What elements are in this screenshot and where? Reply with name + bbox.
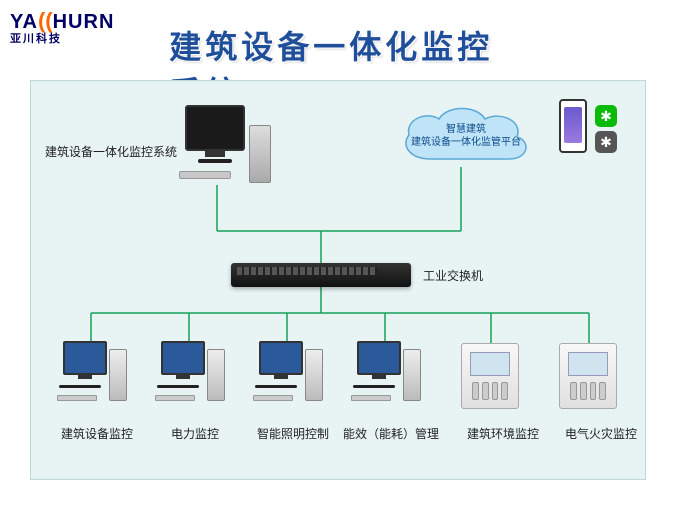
architecture-diagram: 建筑设备一体化监控系统 智慧建筑 建筑设备一体化监管平台 ✱ ✱ 工业交换机 建… <box>30 80 646 480</box>
wall-panel-device <box>461 343 519 409</box>
monitor-icon <box>63 341 107 375</box>
wechat-icon: ✱ <box>595 105 617 127</box>
cloud-node: 智慧建筑 建筑设备一体化监管平台 <box>391 101 541 171</box>
panel-buttons <box>472 382 508 400</box>
server-label: 建筑设备一体化监控系统 <box>45 143 165 160</box>
monitor-icon <box>185 105 245 151</box>
pc-tower-icon <box>207 349 225 401</box>
panel-screen <box>470 352 510 376</box>
keyboard-icon <box>253 395 293 401</box>
wall-panel-device <box>559 343 617 409</box>
panel-screen <box>568 352 608 376</box>
pc-tower-icon <box>403 349 421 401</box>
terminal-label: 电力监控 <box>147 425 243 442</box>
cloud-label: 智慧建筑 建筑设备一体化监管平台 <box>391 123 541 149</box>
terminal-pc <box>349 341 421 413</box>
terminal-pc <box>251 341 323 413</box>
cloud-line1: 智慧建筑 <box>391 123 541 136</box>
pc-tower-icon <box>249 125 271 183</box>
terminal-label: 能效（能耗）管理 <box>343 425 439 442</box>
switch-label: 工业交换机 <box>423 267 483 284</box>
terminal-label: 智能照明控制 <box>245 425 341 442</box>
terminal-pc <box>55 341 127 413</box>
monitor-icon <box>357 341 401 375</box>
terminal-label: 建筑设备监控 <box>49 425 145 442</box>
server-node <box>171 105 261 185</box>
keyboard-icon <box>57 395 97 401</box>
pc-tower-icon <box>305 349 323 401</box>
panel-buttons <box>570 382 606 400</box>
keyboard-icon <box>155 395 195 401</box>
app-icon: ✱ <box>595 131 617 153</box>
monitor-icon <box>161 341 205 375</box>
cloud-line2: 建筑设备一体化监管平台 <box>391 136 541 149</box>
monitor-icon <box>259 341 303 375</box>
terminal-pc <box>153 341 225 413</box>
pc-tower-icon <box>109 349 127 401</box>
network-switch-icon <box>231 263 411 287</box>
keyboard-icon <box>351 395 391 401</box>
brand-logo: YA((HURN 亚川科技 <box>10 8 114 46</box>
keyboard-icon <box>179 171 231 179</box>
smartphone-icon <box>559 99 587 153</box>
terminal-label: 电气火灾监控 <box>553 425 649 442</box>
terminal-label: 建筑环境监控 <box>455 425 551 442</box>
